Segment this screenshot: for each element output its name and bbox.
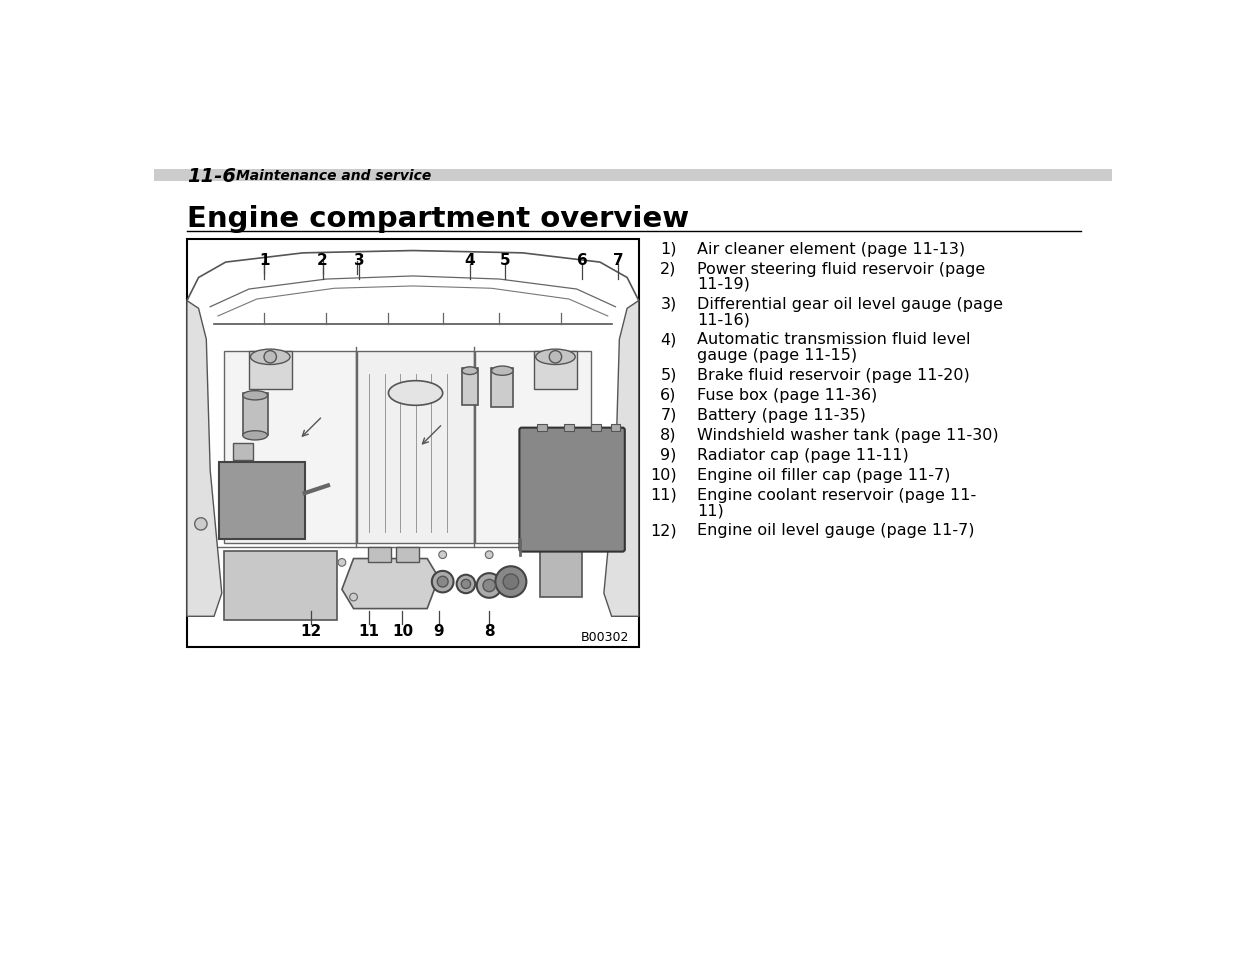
Bar <box>249 352 291 390</box>
Text: 6): 6) <box>661 388 677 402</box>
Text: 1: 1 <box>259 253 269 267</box>
Bar <box>186 240 638 647</box>
Text: Air cleaner element (page 11-13): Air cleaner element (page 11-13) <box>697 241 965 256</box>
Bar <box>154 170 1112 182</box>
Circle shape <box>438 551 447 559</box>
Text: 11): 11) <box>697 503 724 517</box>
Circle shape <box>485 551 493 559</box>
Bar <box>475 352 592 543</box>
Circle shape <box>264 352 277 364</box>
Text: 8): 8) <box>661 428 677 442</box>
Circle shape <box>350 594 357 601</box>
Ellipse shape <box>243 432 268 440</box>
Circle shape <box>483 579 495 592</box>
Text: 6: 6 <box>577 253 588 267</box>
Bar <box>540 539 582 598</box>
Text: 4): 4) <box>661 332 677 347</box>
Text: 12): 12) <box>650 523 677 537</box>
Text: Fuse box (page 11-36): Fuse box (page 11-36) <box>697 388 877 402</box>
Text: 5): 5) <box>661 368 677 382</box>
Bar <box>592 424 600 432</box>
Bar <box>220 463 305 539</box>
Circle shape <box>462 579 471 589</box>
Text: 10: 10 <box>391 623 412 638</box>
Bar <box>564 424 573 432</box>
Bar <box>492 369 514 408</box>
Bar <box>357 352 474 543</box>
Circle shape <box>550 352 562 364</box>
Text: Maintenance and service: Maintenance and service <box>236 169 431 183</box>
Ellipse shape <box>251 350 290 365</box>
Circle shape <box>338 559 346 567</box>
Text: Brake fluid reservoir (page 11-20): Brake fluid reservoir (page 11-20) <box>697 368 969 382</box>
Text: 1): 1) <box>661 241 677 256</box>
Text: 11-19): 11-19) <box>697 276 750 292</box>
Text: 11): 11) <box>650 487 677 502</box>
Bar <box>534 352 577 390</box>
Text: Engine compartment overview: Engine compartment overview <box>186 205 689 233</box>
Text: Engine oil level gauge (page 11-7): Engine oil level gauge (page 11-7) <box>697 523 974 537</box>
Text: Engine oil filler cap (page 11-7): Engine oil filler cap (page 11-7) <box>697 467 950 482</box>
Polygon shape <box>186 301 222 617</box>
Ellipse shape <box>536 350 576 365</box>
Text: 3): 3) <box>661 296 677 312</box>
Text: 12: 12 <box>300 623 321 638</box>
Text: 11: 11 <box>358 623 379 638</box>
Bar <box>224 551 336 620</box>
Text: gauge (page 11-15): gauge (page 11-15) <box>697 348 857 362</box>
Text: Automatic transmission fluid level: Automatic transmission fluid level <box>697 332 971 347</box>
Circle shape <box>437 577 448 587</box>
Text: Engine coolant reservoir (page 11-: Engine coolant reservoir (page 11- <box>697 487 976 502</box>
Bar <box>224 352 356 543</box>
Text: 8: 8 <box>484 623 494 638</box>
Circle shape <box>457 575 475 594</box>
Circle shape <box>432 571 453 593</box>
Text: 3: 3 <box>353 253 364 267</box>
Polygon shape <box>342 559 438 609</box>
Text: 5: 5 <box>499 253 510 267</box>
Text: 2: 2 <box>317 253 329 267</box>
FancyBboxPatch shape <box>520 428 625 552</box>
Circle shape <box>503 575 519 590</box>
Bar <box>611 424 620 432</box>
Ellipse shape <box>243 392 268 400</box>
Text: Differential gear oil level gauge (page: Differential gear oil level gauge (page <box>697 296 1003 312</box>
Text: 9: 9 <box>433 623 445 638</box>
Text: Windshield washer tank (page 11-30): Windshield washer tank (page 11-30) <box>697 428 999 442</box>
Text: Radiator cap (page 11-11): Radiator cap (page 11-11) <box>697 447 909 462</box>
Text: 9): 9) <box>661 447 677 462</box>
Bar <box>537 424 547 432</box>
Bar <box>243 394 268 436</box>
Bar <box>368 547 390 563</box>
Text: 11-6: 11-6 <box>186 167 236 186</box>
Text: 7: 7 <box>613 253 624 267</box>
Text: 10): 10) <box>650 467 677 482</box>
Circle shape <box>195 518 207 531</box>
Text: Battery (page 11-35): Battery (page 11-35) <box>697 408 866 422</box>
Circle shape <box>477 574 501 598</box>
Ellipse shape <box>492 367 514 375</box>
Bar <box>396 547 420 563</box>
Ellipse shape <box>389 381 442 406</box>
Text: 2): 2) <box>661 261 677 276</box>
Polygon shape <box>604 301 638 617</box>
Bar <box>233 443 253 460</box>
Text: Power steering fluid reservoir (page: Power steering fluid reservoir (page <box>697 261 986 276</box>
Text: B00302: B00302 <box>582 630 630 643</box>
Text: 4: 4 <box>464 253 475 267</box>
Bar <box>462 369 478 406</box>
Text: 7): 7) <box>661 408 677 422</box>
Ellipse shape <box>462 368 478 375</box>
Text: 11-16): 11-16) <box>697 312 750 327</box>
Circle shape <box>495 567 526 598</box>
